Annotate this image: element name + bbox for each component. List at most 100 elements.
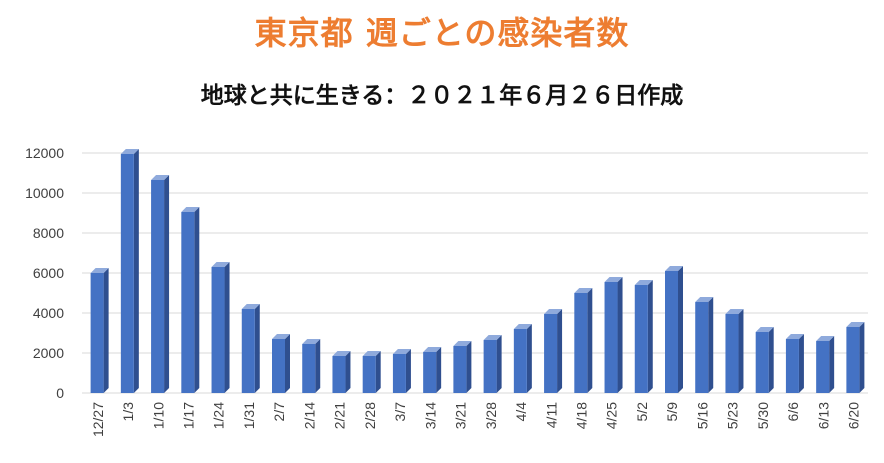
y-tick-label: 10000	[25, 185, 64, 201]
bar-top	[120, 149, 139, 154]
x-tick-label: 5/16	[694, 402, 710, 429]
bar-side	[375, 351, 381, 393]
bar-front	[392, 354, 406, 393]
bar	[332, 351, 351, 393]
bar-front	[483, 340, 497, 393]
x-tick-label: 6/20	[846, 402, 862, 429]
bar-front	[665, 271, 678, 393]
bar-front	[90, 273, 104, 393]
bar	[695, 297, 714, 393]
x-tick-label: 4/25	[604, 402, 620, 429]
bar-top	[513, 324, 532, 329]
bar-side	[617, 277, 623, 393]
gridlines	[82, 152, 868, 394]
bar-top	[423, 347, 442, 352]
bar-top	[90, 268, 109, 273]
bar-side	[647, 280, 653, 393]
bar-top	[755, 327, 774, 332]
bar	[423, 347, 442, 393]
bar	[302, 339, 321, 393]
bar-front	[362, 356, 376, 393]
bar-top	[392, 349, 411, 354]
bar-front	[544, 314, 558, 393]
bar	[574, 288, 593, 393]
bar-side	[798, 334, 804, 393]
bar-front	[634, 285, 648, 393]
y-tick-label: 0	[56, 385, 64, 401]
bar	[120, 149, 139, 393]
bar-side	[315, 339, 321, 393]
bar-front	[302, 344, 316, 393]
bar-side	[133, 149, 139, 393]
x-tick-label: 4/4	[513, 402, 529, 422]
bar-side	[103, 268, 109, 393]
bar-top	[544, 309, 563, 314]
bar	[90, 268, 109, 393]
bar-front	[332, 356, 346, 393]
x-tick-label: 2/7	[271, 402, 287, 422]
bars	[90, 149, 865, 393]
bar-front	[272, 339, 285, 393]
bar-front	[513, 329, 527, 393]
bar-top	[302, 339, 321, 344]
bar-side	[526, 324, 532, 393]
bar-top	[665, 266, 683, 271]
bar-top	[785, 334, 804, 339]
bar-top	[453, 341, 472, 346]
y-tick-label: 4000	[33, 305, 64, 321]
bar-top	[695, 297, 714, 302]
bar	[604, 277, 623, 393]
x-tick-label: 3/7	[392, 402, 408, 422]
bar-top	[362, 351, 381, 356]
x-tick-label: 4/11	[543, 402, 559, 428]
x-tick-label: 1/24	[211, 402, 227, 429]
x-tick-label: 3/28	[483, 402, 499, 429]
x-tick-label: 5/30	[755, 402, 771, 429]
bar	[241, 304, 260, 393]
bar	[846, 322, 865, 393]
bar	[392, 349, 411, 393]
bar	[665, 266, 683, 393]
bar-front	[604, 282, 618, 393]
bar-top	[816, 336, 835, 341]
bar	[816, 336, 835, 393]
bar-top	[332, 351, 351, 356]
x-tick-label: 3/14	[422, 402, 438, 429]
bar-side	[829, 336, 835, 393]
y-tick-label: 6000	[33, 265, 64, 281]
bar-side	[678, 266, 683, 393]
x-tick-label: 1/3	[120, 402, 136, 422]
bar-front	[725, 314, 739, 393]
y-axis-ticks: 0 2000 4000 6000 8000 10000 12000	[25, 145, 64, 401]
bar-front	[574, 293, 588, 393]
bar-side	[285, 334, 290, 393]
bar-side	[708, 297, 714, 393]
bar	[785, 334, 804, 393]
bar-front	[423, 352, 437, 393]
bar	[453, 341, 472, 393]
x-tick-label: 5/9	[664, 402, 680, 422]
bar	[755, 327, 774, 393]
bar-side	[345, 351, 351, 393]
bar-top	[725, 309, 744, 314]
bar-top	[846, 322, 865, 327]
x-tick-label: 5/23	[725, 402, 741, 429]
bar-side	[254, 304, 260, 393]
x-tick-label: 3/21	[453, 402, 469, 429]
x-tick-label: 1/31	[241, 402, 257, 429]
x-tick-label: 4/18	[574, 402, 590, 429]
bar-side	[859, 322, 865, 393]
x-tick-label: 1/17	[181, 402, 197, 429]
bar-top	[604, 277, 623, 282]
chart-title: 東京都 週ごとの感染者数	[254, 14, 630, 52]
x-tick-label: 12/27	[90, 402, 106, 437]
bar-front	[755, 332, 769, 393]
y-tick-label: 2000	[33, 345, 64, 361]
bar-side	[557, 309, 563, 393]
bar-front	[211, 267, 225, 393]
bar-side	[466, 341, 472, 393]
bar-front	[453, 346, 467, 393]
bar	[181, 207, 200, 393]
bar-front	[785, 339, 799, 393]
bar-side	[436, 347, 442, 393]
